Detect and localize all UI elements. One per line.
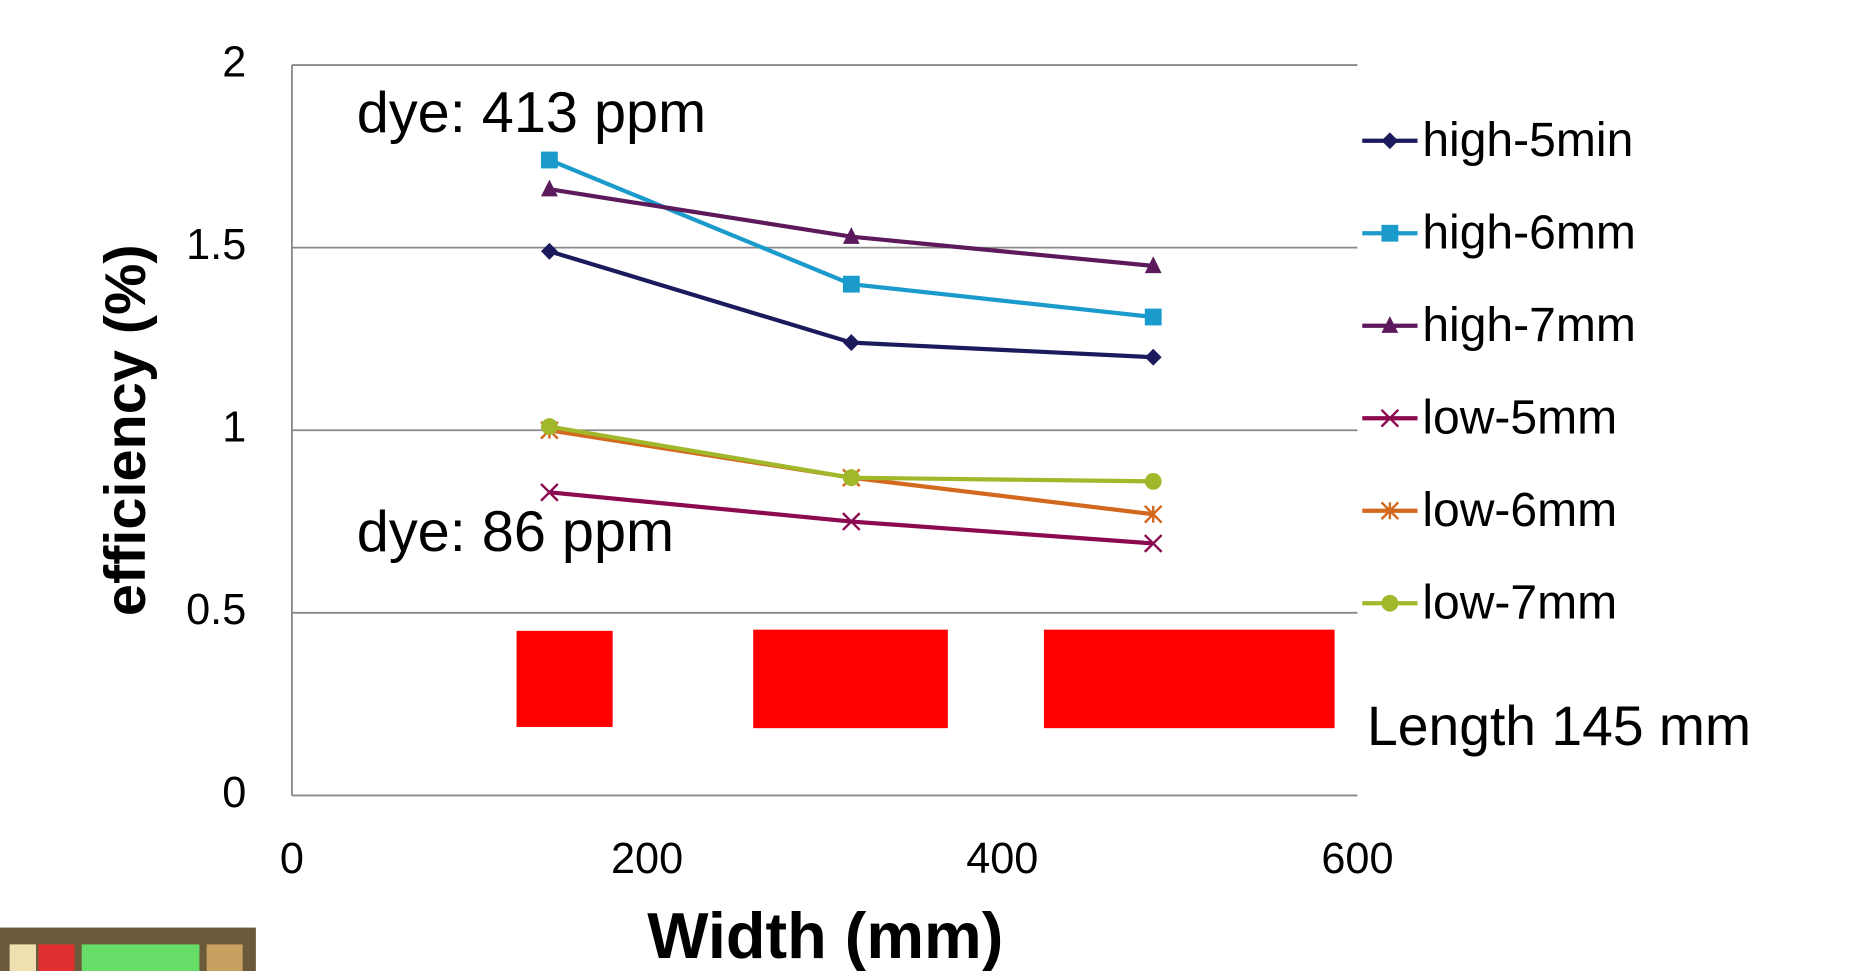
marker: [1144, 308, 1162, 326]
legend-marker: [1380, 501, 1400, 520]
legend-label: low-7mm: [1422, 576, 1617, 629]
legend-marker: [1381, 594, 1399, 612]
legend-label: high-7mm: [1422, 299, 1636, 352]
marker: [1144, 472, 1162, 490]
y-tick-label: 1.5: [186, 221, 246, 269]
x-tick-label: 600: [1321, 835, 1393, 883]
marker: [842, 512, 861, 531]
y-tick-label: 1: [222, 404, 246, 452]
legend-marker: [1381, 224, 1399, 242]
sample-rect: [1043, 629, 1335, 729]
y-tick-label: 2: [222, 38, 246, 86]
corner-thumbnail: [0, 927, 256, 971]
marker: [842, 275, 860, 293]
marker: [1144, 348, 1162, 366]
y-axis-title: efficiency (%): [94, 244, 158, 616]
marker: [842, 469, 860, 487]
sample-shapes: [516, 629, 1335, 729]
annotation: dye: 413 ppm: [357, 81, 706, 145]
marker: [1143, 504, 1163, 524]
annotation: dye: 86 ppm: [357, 500, 674, 564]
marker: [1144, 256, 1162, 274]
legend: high-5min high-6mm high-7mm low-5mm low-6mm l…: [1362, 114, 1636, 629]
sample-rect: [516, 630, 613, 727]
annotation: Length 145 mm: [1367, 695, 1751, 757]
legend-label: low-5mm: [1422, 391, 1617, 444]
marker: [1143, 534, 1163, 553]
legend-marker: [1381, 132, 1399, 150]
x-tick-label: 0: [280, 835, 304, 883]
x-tick-label: 400: [966, 835, 1038, 883]
y-tick-label: 0.5: [186, 586, 246, 634]
thumb-block: [9, 944, 37, 971]
marker: [541, 418, 558, 435]
legend-label: high-6mm: [1422, 206, 1636, 259]
thumb-block: [38, 944, 75, 971]
legend-marker: [1381, 316, 1399, 333]
legend-marker: [1380, 408, 1400, 428]
x-tick-label: 200: [611, 835, 683, 883]
marker: [541, 179, 558, 197]
thumb-block: [81, 944, 200, 971]
legend-label: high-5min: [1422, 114, 1633, 167]
marker: [842, 227, 860, 244]
marker: [842, 334, 860, 352]
y-tick-label: 0: [222, 769, 246, 817]
sample-rect: [753, 629, 948, 729]
x-axis-title: Width (mm): [647, 899, 1003, 971]
marker: [541, 242, 558, 260]
legend-label: low-6mm: [1422, 484, 1617, 537]
thumb-block: [206, 944, 243, 971]
marker: [541, 151, 558, 169]
marker: [540, 483, 559, 502]
